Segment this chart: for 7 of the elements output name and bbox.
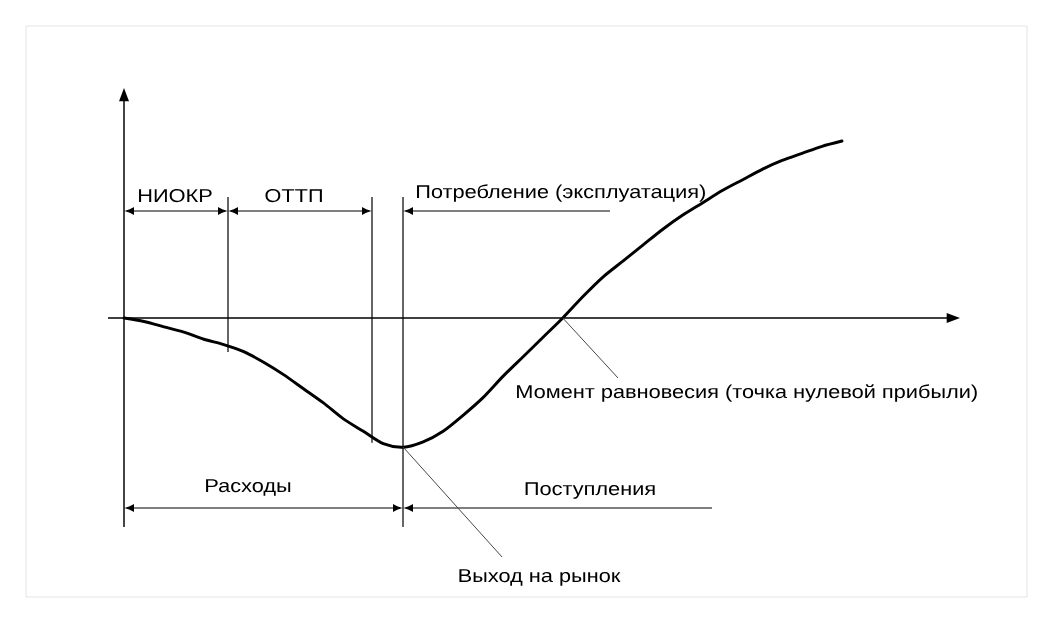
- annotation: ОТТП: [265, 189, 322, 203]
- text: Выход на рынок: [459, 569, 621, 586]
- text: Поступления: [525, 482, 655, 499]
- annotation: НИОКР: [139, 189, 212, 203]
- annotation: Потребление (эксплуатация): [417, 184, 705, 202]
- text: Расходы: [206, 479, 291, 496]
- annotation: Момент равновесия (точка нулевой прибыли): [517, 384, 977, 402]
